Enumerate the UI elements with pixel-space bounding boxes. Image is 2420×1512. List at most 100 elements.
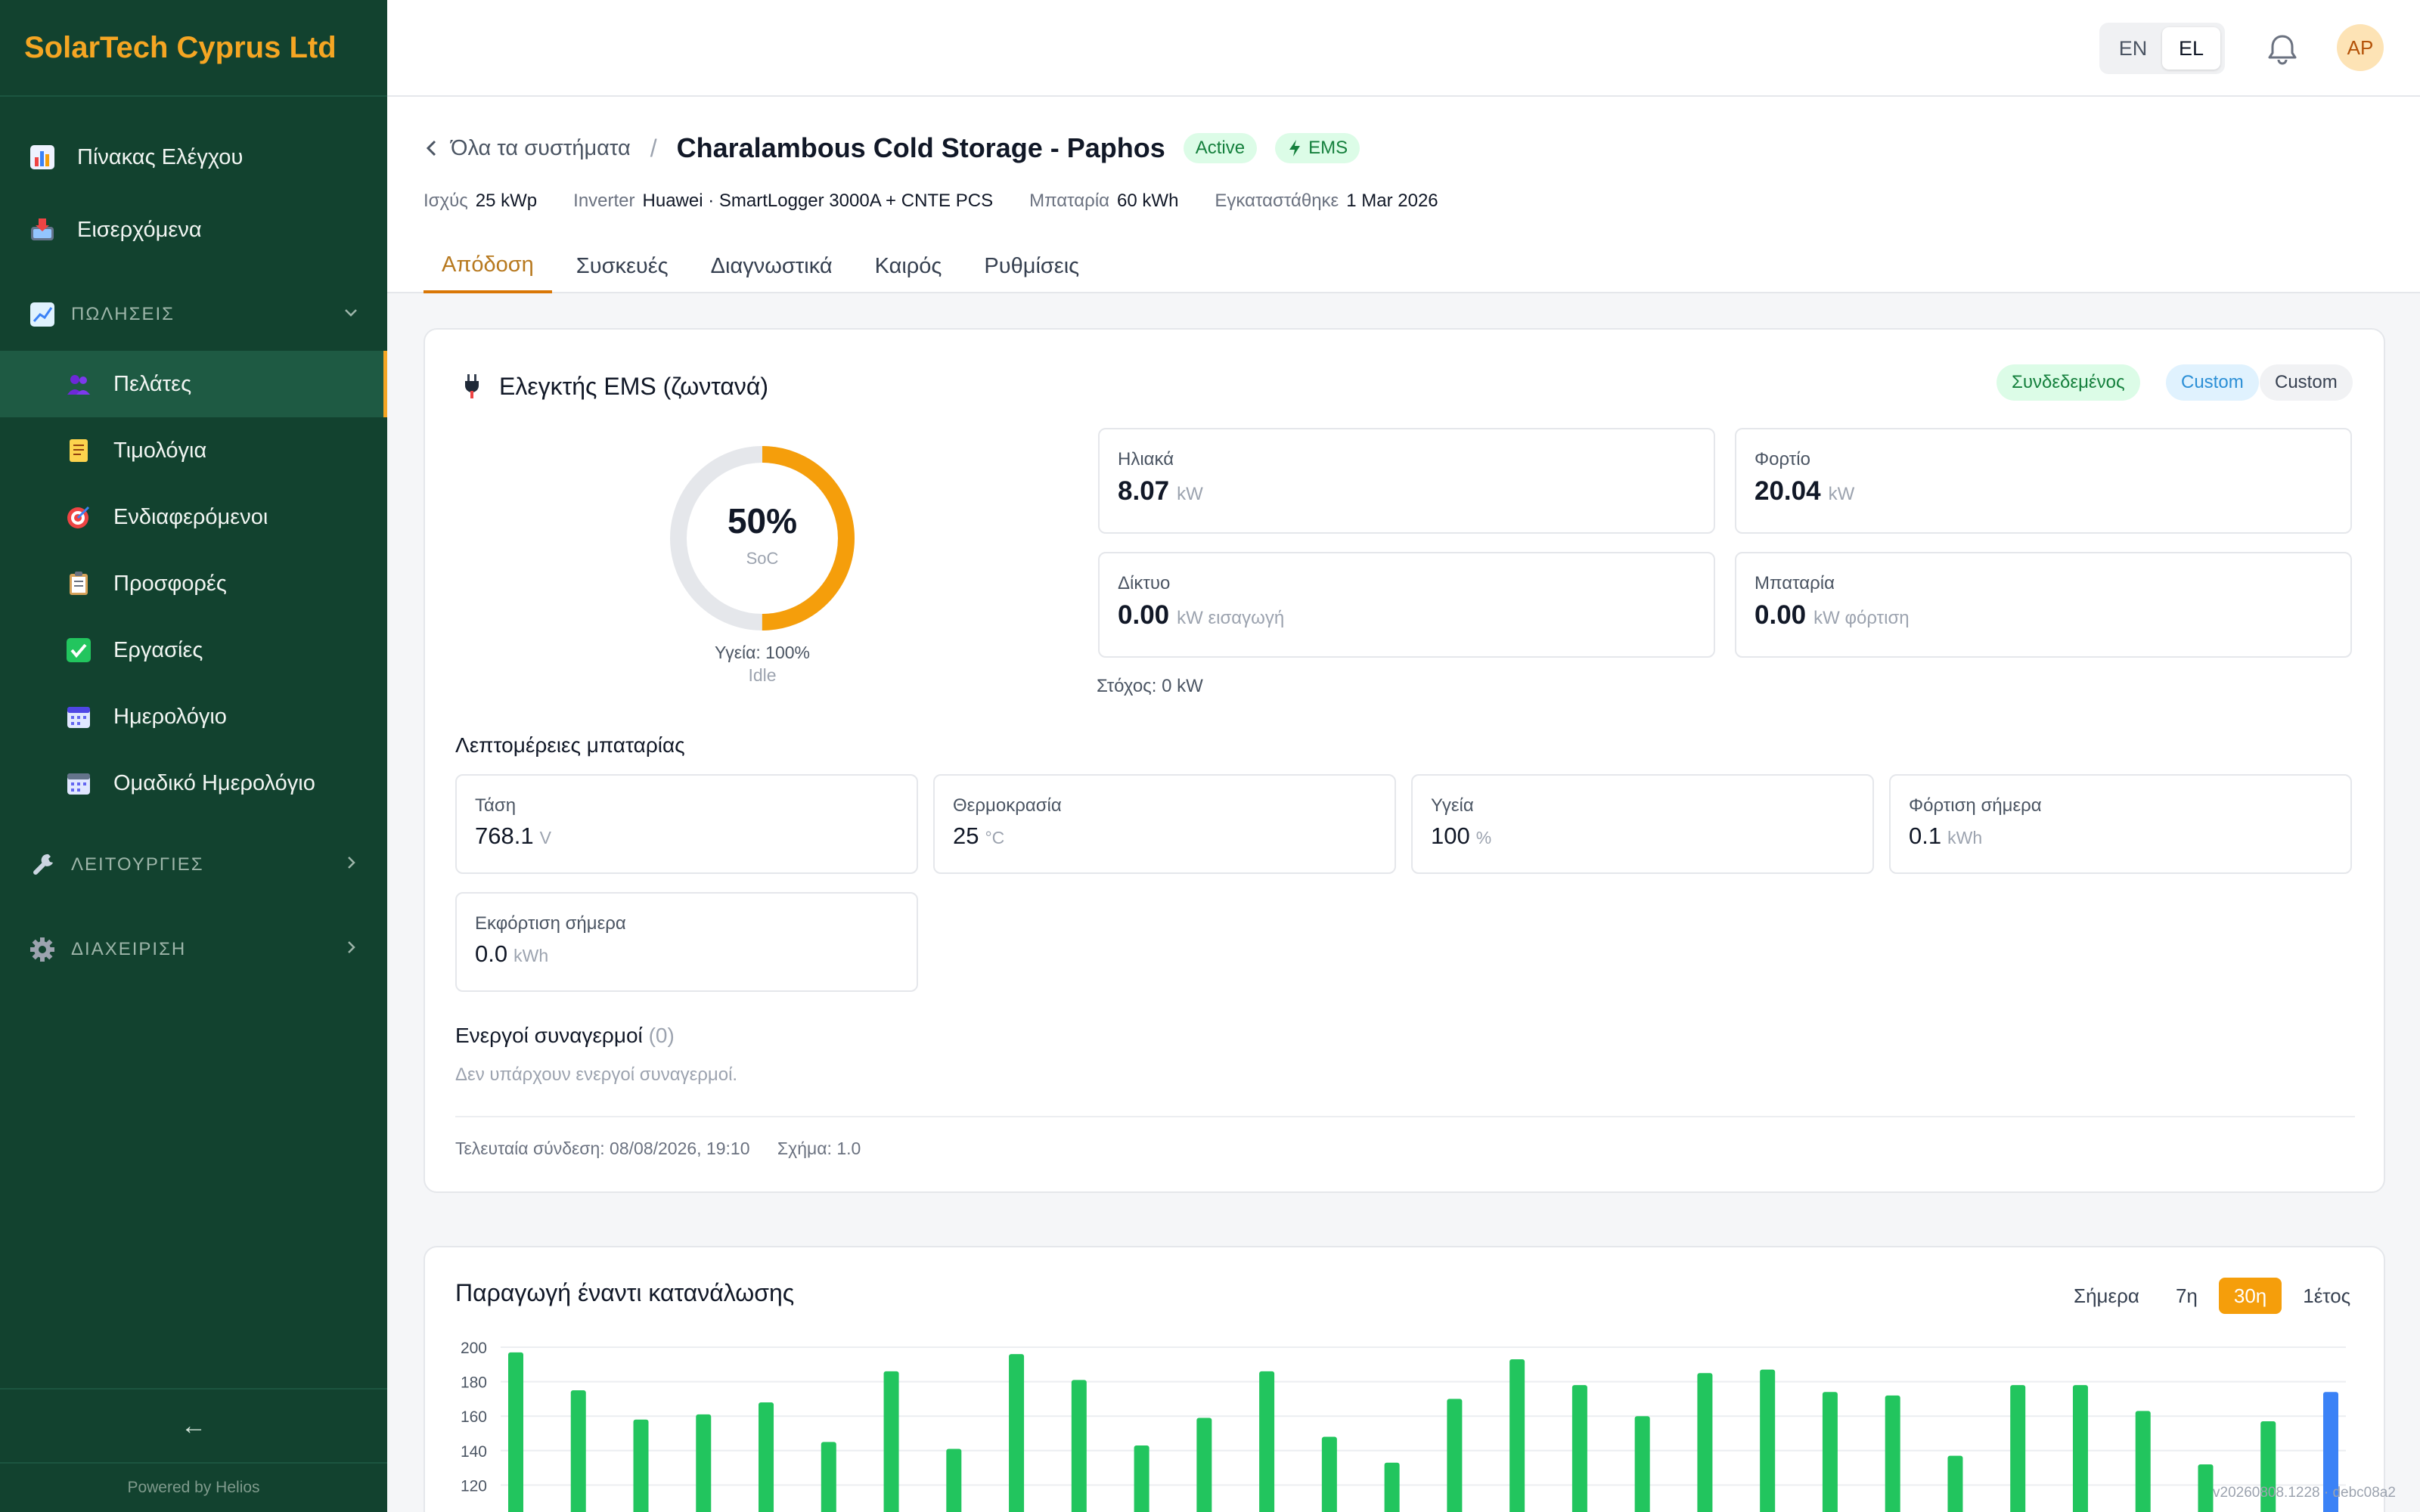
sidebar-section-sales[interactable]: ΠΩΛΗΣΕΙΣ [0,281,387,348]
tab-performance[interactable]: Απόδοση [424,239,552,293]
collapse-sidebar-button[interactable]: ← [0,1388,387,1464]
chart-up-icon [27,299,57,330]
metric-value: 0.00 [1754,600,1807,630]
metric-grid: Δίκτυο 0.00 kW εισαγωγή [1098,552,1715,658]
tab-weather[interactable]: Καιρός [874,253,942,278]
avatar[interactable]: AP [2337,24,2384,71]
meta-inverter-key: Inverter [573,191,635,211]
chart-bar[interactable] [1259,1371,1275,1512]
detail-health: Υγεία 100% [1411,774,1874,874]
sidebar-section-label: ΔΙΑΧΕΙΡΙΣΗ [71,939,187,959]
sidebar-item-dashboard[interactable]: Πίνακας Ελέγχου [0,124,387,191]
chart-bar[interactable] [1134,1445,1150,1512]
chart-bar[interactable] [1196,1418,1212,1512]
chart-bar[interactable] [633,1419,649,1512]
system-header: Όλα τα συστήματα / Charalambous Cold Sto… [387,97,2420,293]
tab-settings[interactable]: Ρυθμίσεις [984,253,1080,278]
chart-bar[interactable] [696,1414,712,1512]
back-link[interactable]: Όλα τα συστήματα [451,135,631,160]
battery-health: Υγεία: 100% [714,643,810,662]
target-power: Στόχος: 0 kW [1097,676,1203,696]
metric-value: 20.04 [1754,476,1821,506]
users-icon [64,369,94,399]
chart-bar[interactable] [1071,1380,1087,1512]
chart-bar[interactable] [1384,1462,1400,1512]
sidebar-item-calendar[interactable]: Ημερολόγιο [0,683,387,750]
chart-bar[interactable] [1947,1455,1963,1512]
sidebar-section-operations[interactable]: ΛΕΙΤΟΥΡΓΙΕΣ [0,832,387,898]
chevron-left-icon[interactable] [424,138,440,159]
chart-bar[interactable] [883,1371,899,1512]
chart-bar[interactable] [759,1402,774,1512]
soc-gauge [670,446,855,631]
detail-unit: V [539,828,551,847]
chart-bar[interactable] [2323,1392,2338,1512]
sidebar-item-leads[interactable]: Ενδιαφερόμενοι [0,484,387,550]
chart-bar[interactable] [2135,1411,2151,1512]
soc-value: 50% [727,501,798,541]
period-today-button[interactable]: Σήμερα [2074,1284,2139,1307]
chart-bar[interactable] [508,1352,523,1512]
alarms-count: (0) [648,1024,675,1047]
sidebar-item-invoices[interactable]: Τιμολόγια [0,417,387,484]
detail-value: 0.0 [475,940,508,967]
chart-bar[interactable] [1321,1436,1337,1512]
brand[interactable]: SolarTech Cyprus Ltd [0,0,387,97]
chart-bar[interactable] [1571,1385,1587,1512]
metric-label: Ηλιακά [1118,449,1174,469]
period-7d-button[interactable]: 7η [2175,1284,2198,1307]
period-1y-button[interactable]: 1έτος [2303,1284,2351,1307]
target-icon [64,502,94,532]
period-30d-button[interactable]: 30η [2218,1278,2282,1314]
tab-diagnostics[interactable]: Διαγνωστικά [710,253,833,278]
chart-bar[interactable] [1697,1373,1713,1512]
chevron-right-icon [342,938,360,962]
chart-bar[interactable] [1634,1416,1650,1512]
metric-solar: Ηλιακά 8.07 kW [1098,428,1715,534]
meta-inverter-value: Huawei · SmartLogger 3000A + CNTE PCS [642,191,994,211]
chart-bar[interactable] [1822,1392,1838,1512]
chart-bar[interactable] [1509,1359,1525,1512]
sidebar-item-label: Ομαδικό Ημερολόγιο [113,770,315,795]
detail-label: Φόρτιση σήμερα [1909,795,2042,816]
bell-icon[interactable] [2261,27,2304,70]
chart-bar[interactable] [1885,1395,1900,1512]
chart-bar[interactable] [2010,1385,2026,1512]
sidebar-item-quotes[interactable]: Προσφορές [0,550,387,617]
chart-bar[interactable] [2260,1421,2276,1512]
tab-devices[interactable]: Συσκευές [576,253,669,278]
detail-unit: kWh [1947,828,1983,847]
breadcrumb: Όλα τα συστήματα / Charalambous Cold Sto… [424,127,1360,169]
clipboard-icon [64,569,94,599]
chart-bar[interactable] [1009,1354,1025,1512]
chart-bar[interactable] [946,1448,962,1512]
y-tick-label: 120 [461,1477,487,1495]
lang-en-button[interactable]: EN [2118,36,2148,60]
sidebar-item-team-calendar[interactable]: Ομαδικό Ημερολόγιο [0,750,387,816]
chart-bar[interactable] [2198,1464,2214,1512]
sidebar-item-tasks[interactable]: Εργασίες [0,617,387,683]
chart-bar[interactable] [821,1442,836,1512]
chart-bar[interactable] [2072,1385,2088,1512]
sidebar-item-inbox[interactable]: Εισερχόμενα [0,197,387,263]
chart-bar[interactable] [1447,1399,1463,1512]
sidebar-section-admin[interactable]: ΔΙΑΧΕΙΡΙΣΗ [0,916,387,983]
detail-value: 100 [1431,823,1470,849]
no-alarms-text: Δεν υπάρχουν ενεργοί συναγερμοί. [455,1064,738,1085]
sidebar-item-customers[interactable]: Πελάτες [0,351,387,417]
connected-chip: Συνδεδεμένος [1996,364,2140,401]
ems-badge: EMS [1275,133,1360,163]
chevron-down-icon [342,303,360,327]
sidebar-item-label: Ενδιαφερόμενοι [113,504,268,529]
breadcrumb-separator: / [650,134,657,162]
invoice-icon [64,435,94,466]
chart-bar[interactable] [570,1390,586,1512]
lang-el-button[interactable]: EL [2162,27,2220,70]
ems-badge-label: EMS [1308,138,1348,158]
tabs: Απόδοση Συσκευές Διαγνωστικά Καιρός Ρυθμ… [424,239,1103,293]
powered-by: Powered by Helios [127,1479,260,1496]
sidebar-section-label: ΛΕΙΤΟΥΡΓΙΕΣ [71,854,204,875]
metric-label: Φορτίο [1754,449,1810,469]
language-switcher: EN EL [2099,23,2225,74]
chart-bar[interactable] [1760,1369,1776,1512]
